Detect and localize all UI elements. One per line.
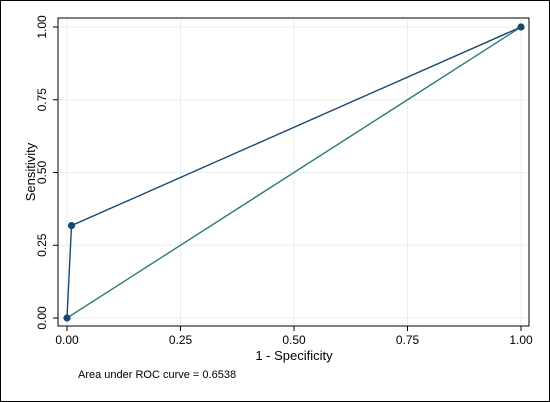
x-tick-label: 0.50: [282, 333, 306, 347]
x-axis: 0.00 0.25 0.50 0.75 1.00: [55, 326, 533, 347]
series-layer: [63, 23, 525, 322]
x-tick-label: 0.00: [55, 333, 79, 347]
y-tick-label: 1.00: [35, 15, 49, 39]
x-tick-label: 0.25: [169, 333, 193, 347]
roc-curve-point: [67, 222, 76, 230]
roc-curve-point: [63, 314, 71, 322]
y-tick-label: 0.75: [35, 88, 49, 112]
auc-note: Area under ROC curve = 0.6538: [78, 369, 236, 381]
y-axis-label: Sensitivity: [23, 142, 38, 201]
y-tick-label: 0.00: [35, 306, 49, 330]
x-tick-label: 1.00: [509, 333, 533, 347]
y-tick-label: 0.25: [35, 233, 49, 257]
reference-line-line: [66, 26, 522, 319]
grid-lines: [59, 19, 528, 325]
y-axis: 0.00 0.25 0.50 0.75 1.00: [35, 15, 58, 330]
x-axis-label: 1 - Specificity: [255, 348, 333, 363]
roc-curve-point: [517, 23, 525, 31]
y-tick-label: 0.50: [35, 160, 49, 184]
x-tick-label: 0.75: [396, 333, 420, 347]
